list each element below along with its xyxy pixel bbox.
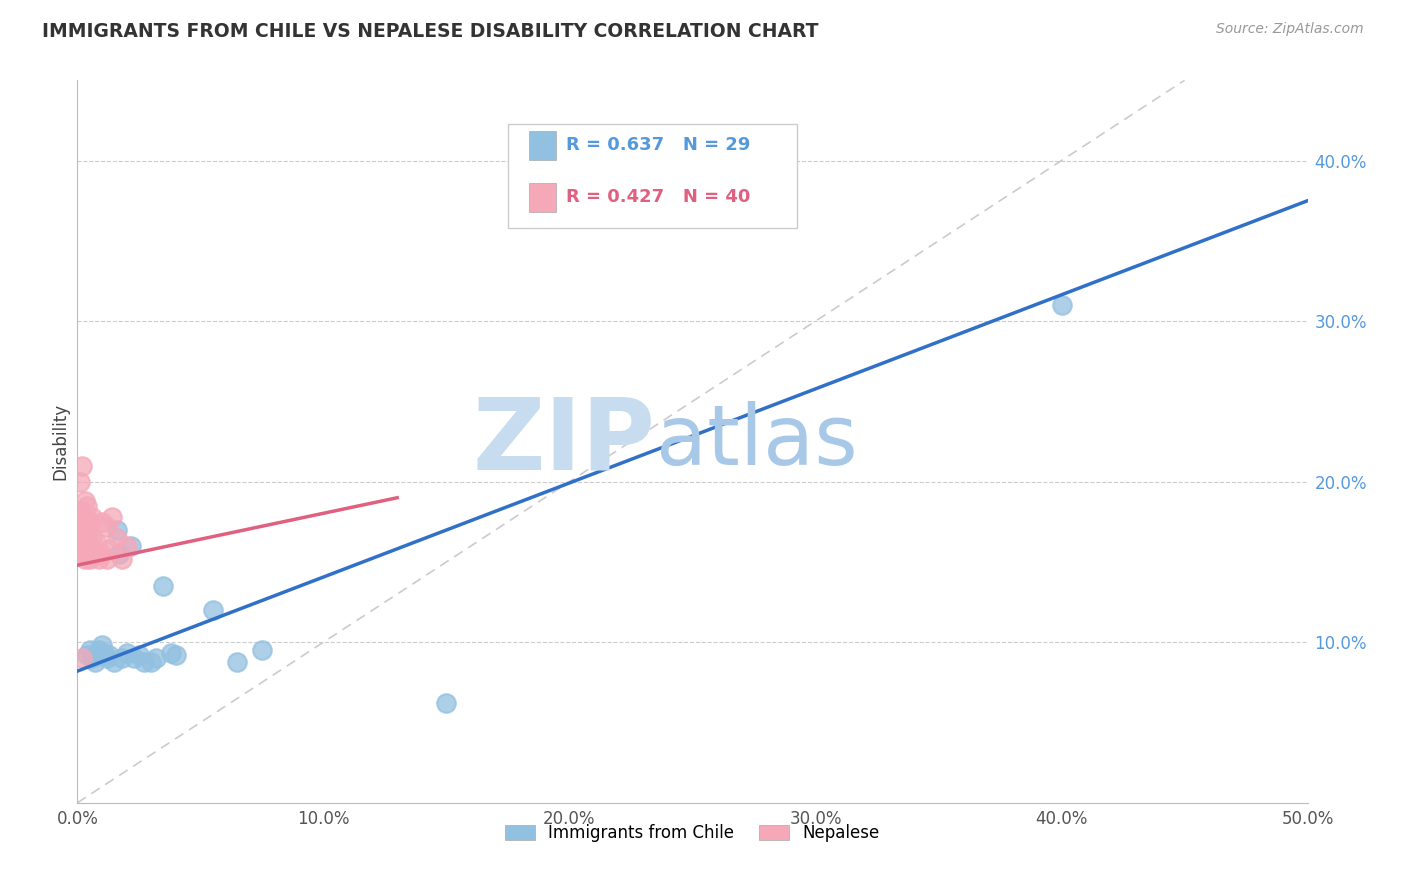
Text: Source: ZipAtlas.com: Source: ZipAtlas.com: [1216, 22, 1364, 37]
Point: [90, 515, 114, 529]
Point: [83, 547, 105, 561]
Point: [96, 519, 118, 533]
Point: [115, 539, 138, 553]
Point: [201, 603, 224, 617]
Point: [98, 648, 121, 662]
Point: [105, 531, 128, 545]
Point: [79, 551, 101, 566]
Text: ZIP: ZIP: [472, 393, 655, 490]
Point: [70, 535, 93, 549]
Point: [79, 539, 101, 553]
Point: [250, 643, 273, 657]
Legend: Immigrants from Chile, Nepalese: Immigrants from Chile, Nepalese: [498, 817, 887, 848]
Point: [105, 523, 128, 537]
Point: [73, 510, 96, 524]
Point: [90, 639, 114, 653]
Point: [69, 547, 91, 561]
Point: [93, 647, 115, 661]
Point: [82, 547, 104, 561]
Point: [89, 551, 111, 566]
Point: [121, 539, 143, 553]
Text: atlas: atlas: [655, 401, 858, 482]
Point: [79, 643, 101, 657]
Point: [108, 547, 131, 561]
Point: [96, 551, 118, 566]
FancyBboxPatch shape: [508, 124, 797, 228]
Point: [111, 551, 132, 566]
Point: [101, 510, 124, 524]
Point: [70, 651, 93, 665]
Point: [73, 542, 96, 557]
Point: [89, 643, 111, 657]
Point: [73, 523, 96, 537]
Point: [73, 551, 96, 566]
Text: R = 0.637   N = 29: R = 0.637 N = 29: [565, 136, 751, 154]
Point: [70, 526, 93, 541]
Point: [70, 458, 93, 473]
Point: [69, 515, 91, 529]
Point: [165, 648, 187, 662]
Point: [96, 651, 118, 665]
FancyBboxPatch shape: [529, 131, 555, 160]
Point: [69, 475, 91, 489]
Point: [70, 547, 93, 561]
Point: [115, 647, 138, 661]
Point: [132, 655, 155, 669]
Point: [145, 651, 167, 665]
Point: [73, 494, 96, 508]
Point: [79, 515, 101, 529]
Point: [82, 531, 104, 545]
Point: [122, 651, 145, 665]
Text: IMMIGRANTS FROM CHILE VS NEPALESE DISABILITY CORRELATION CHART: IMMIGRANTS FROM CHILE VS NEPALESE DISABI…: [42, 22, 818, 41]
Point: [76, 526, 98, 541]
Point: [128, 648, 150, 662]
Point: [1050, 298, 1073, 312]
Point: [86, 535, 108, 549]
Point: [152, 579, 174, 593]
Point: [111, 651, 132, 665]
Point: [83, 655, 105, 669]
Point: [436, 696, 458, 710]
Point: [76, 547, 98, 561]
Point: [103, 655, 125, 669]
Point: [73, 534, 96, 549]
Point: [76, 535, 98, 549]
Point: [70, 515, 93, 529]
Y-axis label: Disability: Disability: [51, 403, 69, 480]
Point: [76, 648, 98, 662]
Point: [76, 499, 98, 513]
Point: [69, 539, 91, 553]
Text: R = 0.427   N = 40: R = 0.427 N = 40: [565, 188, 751, 206]
Point: [90, 547, 114, 561]
FancyBboxPatch shape: [529, 183, 555, 211]
Point: [86, 648, 108, 662]
Point: [82, 510, 104, 524]
Point: [160, 647, 183, 661]
Point: [70, 503, 93, 517]
Point: [76, 515, 98, 529]
Point: [226, 655, 249, 669]
Point: [141, 655, 163, 669]
Point: [82, 651, 104, 665]
Point: [98, 542, 121, 557]
